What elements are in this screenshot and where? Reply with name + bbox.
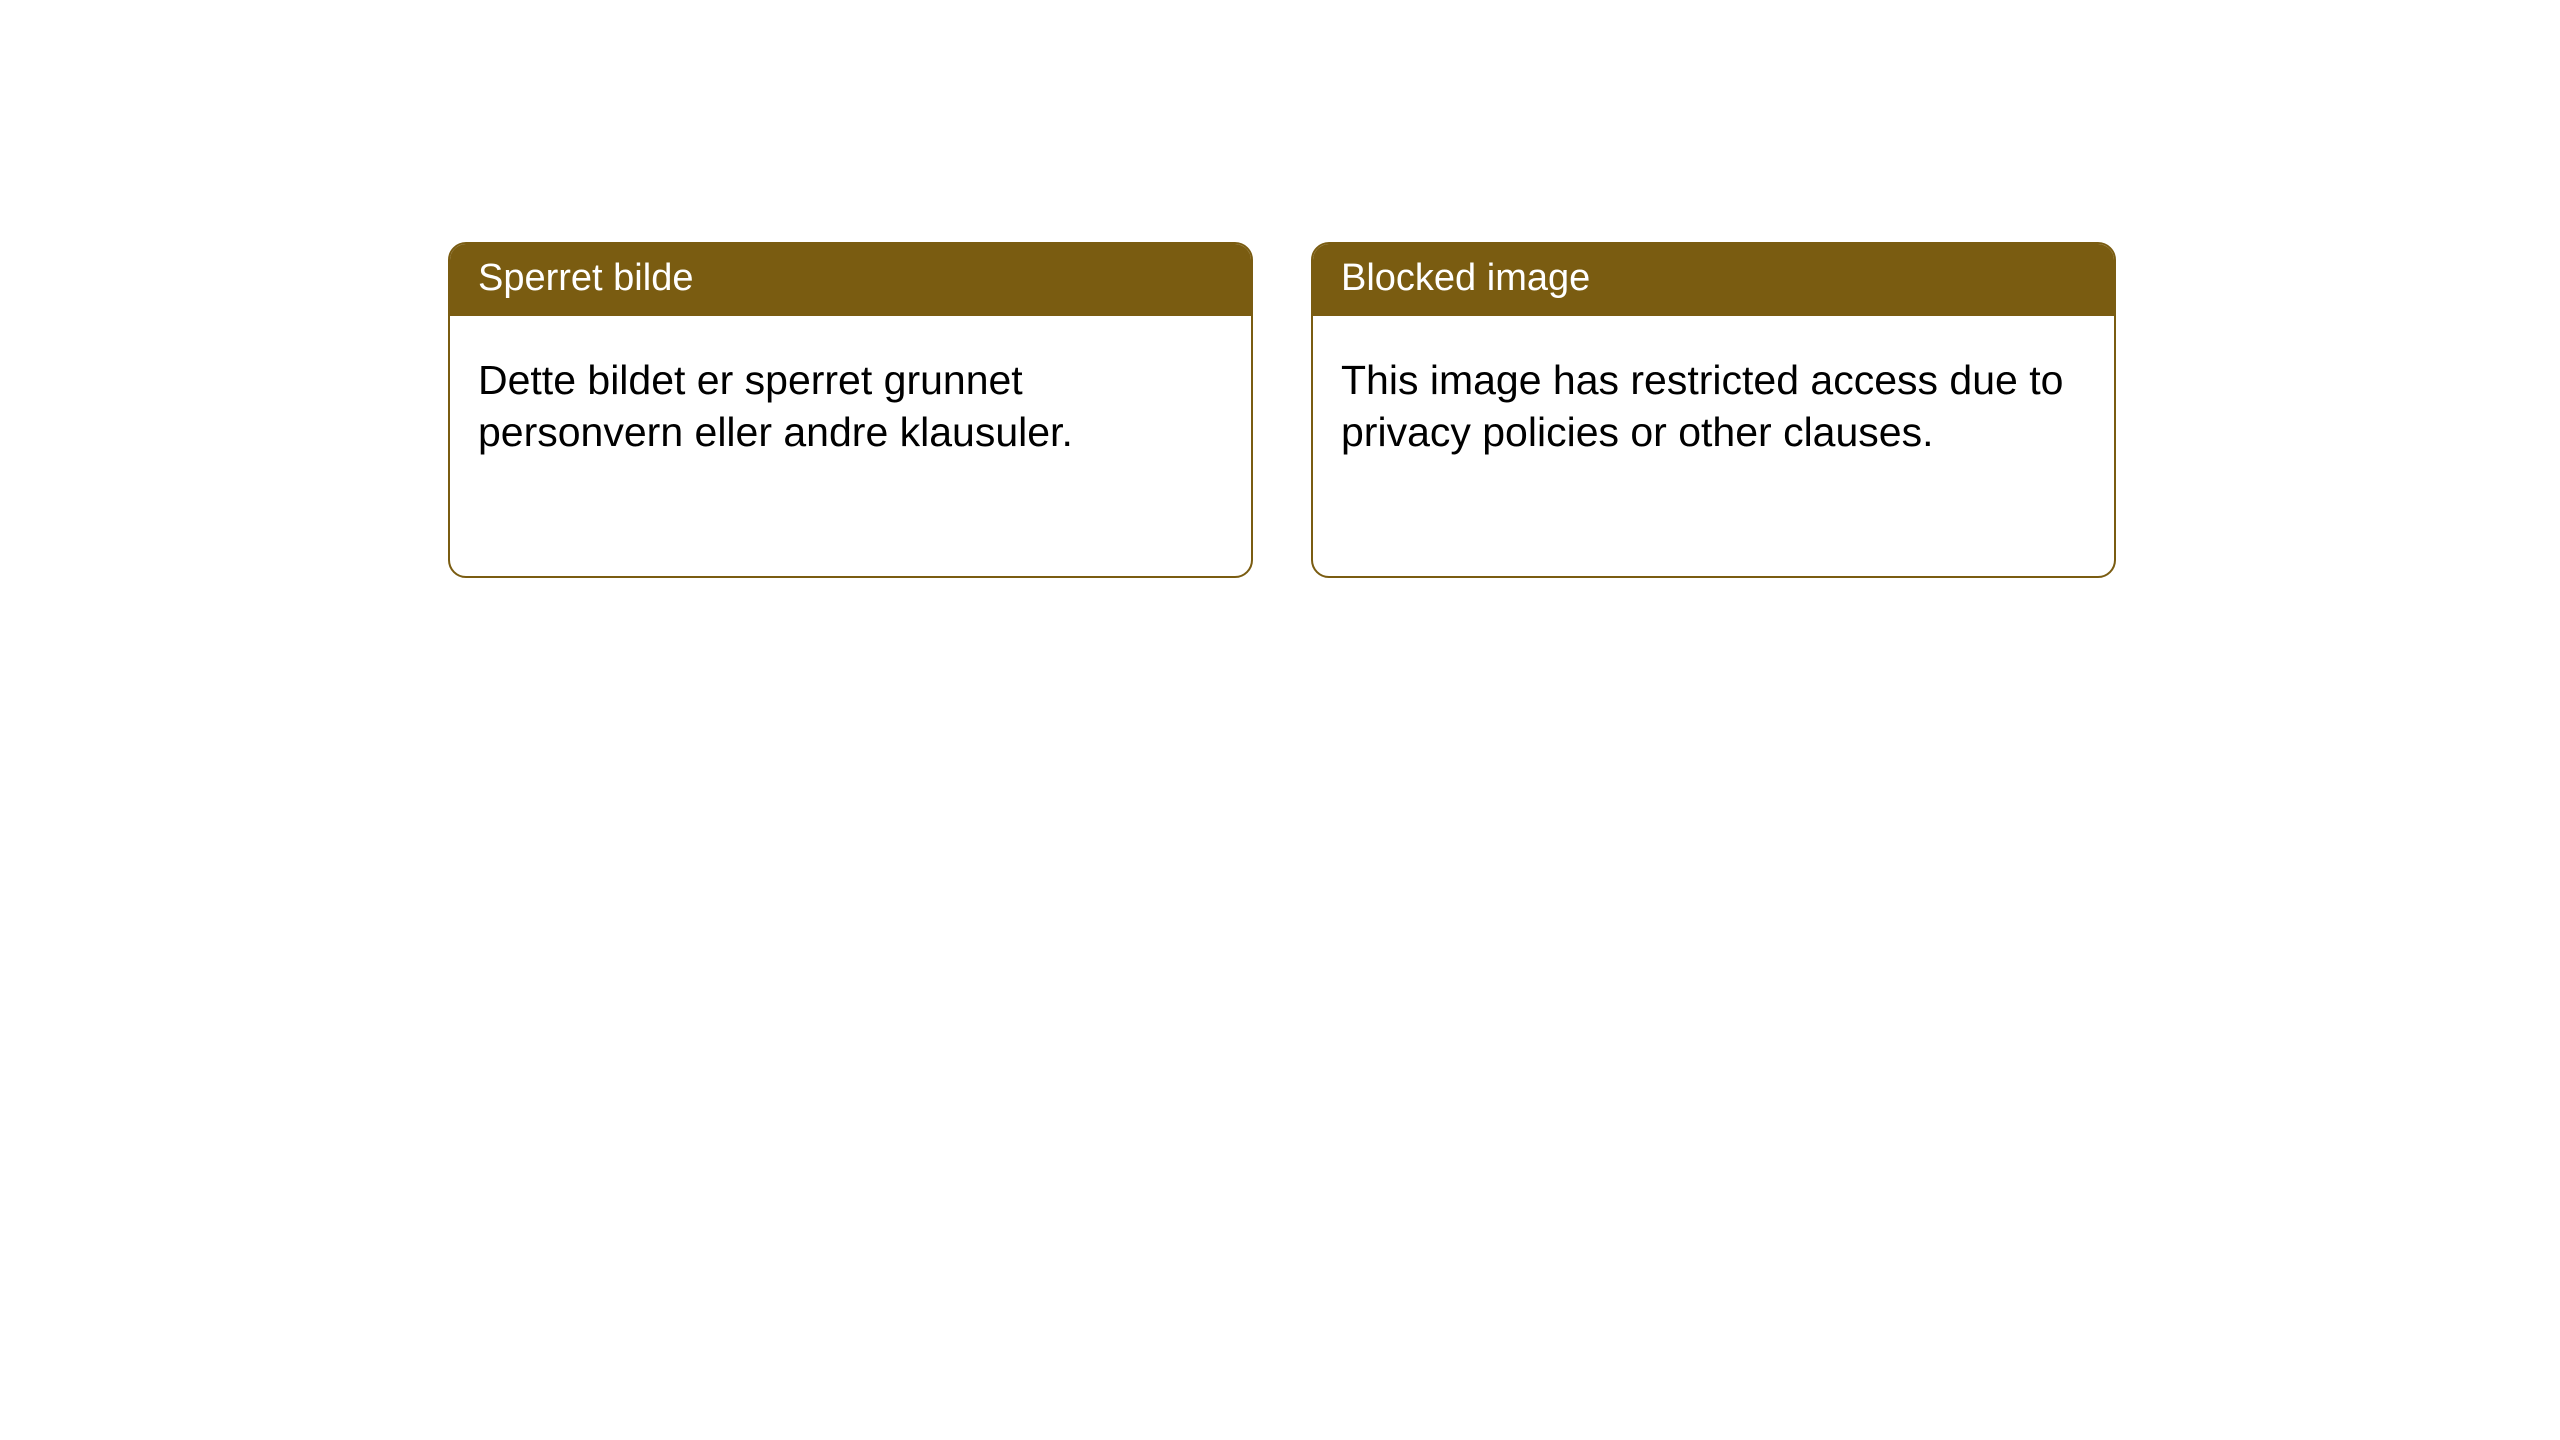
notice-container: Sperret bilde Dette bildet er sperret gr… xyxy=(0,0,2560,578)
notice-header: Sperret bilde xyxy=(450,244,1251,316)
notice-body: Dette bildet er sperret grunnet personve… xyxy=(450,316,1251,487)
notice-card-english: Blocked image This image has restricted … xyxy=(1311,242,2116,578)
notice-header: Blocked image xyxy=(1313,244,2114,316)
notice-card-norwegian: Sperret bilde Dette bildet er sperret gr… xyxy=(448,242,1253,578)
notice-body: This image has restricted access due to … xyxy=(1313,316,2114,487)
